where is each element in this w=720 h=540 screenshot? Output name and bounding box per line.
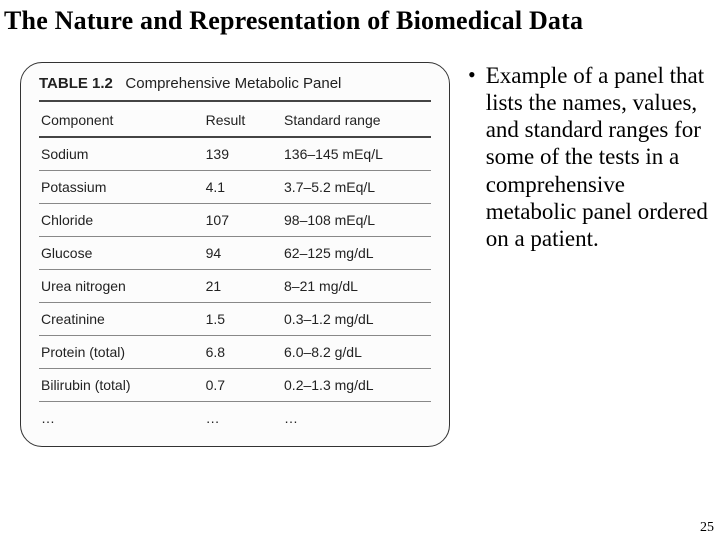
bullet-text: Example of a panel that lists the names,… bbox=[486, 62, 712, 252]
table-cell: 4.1 bbox=[204, 171, 282, 204]
metabolic-panel-table-card: TABLE 1.2 Comprehensive Metabolic Panel … bbox=[20, 62, 450, 447]
table-cell: Potassium bbox=[39, 171, 204, 204]
table-row: Chloride10798–108 mEq/L bbox=[39, 204, 431, 237]
metabolic-panel-table: Component Result Standard range Sodium13… bbox=[39, 104, 431, 434]
table-cell: Creatinine bbox=[39, 303, 204, 336]
col-component: Component bbox=[39, 104, 204, 137]
table-cell: Urea nitrogen bbox=[39, 270, 204, 303]
table-cell: … bbox=[204, 402, 282, 435]
table-cell: 21 bbox=[204, 270, 282, 303]
table-cell: Glucose bbox=[39, 237, 204, 270]
table-row: Urea nitrogen218–21 mg/dL bbox=[39, 270, 431, 303]
table-cell: 8–21 mg/dL bbox=[282, 270, 431, 303]
table-row: Potassium4.13.7–5.2 mEq/L bbox=[39, 171, 431, 204]
table-cell: Chloride bbox=[39, 204, 204, 237]
table-cell: 6.0–8.2 g/dL bbox=[282, 336, 431, 369]
table-cell: 0.7 bbox=[204, 369, 282, 402]
bullet-item: • Example of a panel that lists the name… bbox=[468, 62, 712, 252]
table-label: TABLE 1.2 bbox=[39, 75, 113, 92]
table-cell: 3.7–5.2 mEq/L bbox=[282, 171, 431, 204]
table-header-row: Component Result Standard range bbox=[39, 104, 431, 137]
col-range: Standard range bbox=[282, 104, 431, 137]
table-subtitle: Comprehensive Metabolic Panel bbox=[125, 75, 341, 92]
table-cell: Protein (total) bbox=[39, 336, 204, 369]
table-cell: 94 bbox=[204, 237, 282, 270]
table-cell: 6.8 bbox=[204, 336, 282, 369]
table-cell: 98–108 mEq/L bbox=[282, 204, 431, 237]
page-number: 25 bbox=[700, 520, 714, 536]
table-cell: 62–125 mg/dL bbox=[282, 237, 431, 270]
table-cell: 0.2–1.3 mg/dL bbox=[282, 369, 431, 402]
bullet-column: • Example of a panel that lists the name… bbox=[468, 62, 712, 447]
table-row: Creatinine1.50.3–1.2 mg/dL bbox=[39, 303, 431, 336]
table-row: Bilirubin (total)0.70.2–1.3 mg/dL bbox=[39, 369, 431, 402]
table-cell: 139 bbox=[204, 137, 282, 171]
table-cell: 136–145 mEq/L bbox=[282, 137, 431, 171]
table-row: ……… bbox=[39, 402, 431, 435]
table-row: Glucose9462–125 mg/dL bbox=[39, 237, 431, 270]
table-cell: … bbox=[282, 402, 431, 435]
table-row: Sodium139136–145 mEq/L bbox=[39, 137, 431, 171]
table-row: Protein (total)6.86.0–8.2 g/dL bbox=[39, 336, 431, 369]
table-cell: Sodium bbox=[39, 137, 204, 171]
bullet-dot-icon: • bbox=[468, 62, 476, 88]
table-cell: 107 bbox=[204, 204, 282, 237]
slide-title: The Nature and Representation of Biomedi… bbox=[0, 0, 720, 36]
table-cell: … bbox=[39, 402, 204, 435]
table-cell: 0.3–1.2 mg/dL bbox=[282, 303, 431, 336]
table-cell: 1.5 bbox=[204, 303, 282, 336]
content-row: TABLE 1.2 Comprehensive Metabolic Panel … bbox=[0, 36, 720, 447]
table-caption: TABLE 1.2 Comprehensive Metabolic Panel bbox=[39, 73, 431, 102]
table-cell: Bilirubin (total) bbox=[39, 369, 204, 402]
col-result: Result bbox=[204, 104, 282, 137]
